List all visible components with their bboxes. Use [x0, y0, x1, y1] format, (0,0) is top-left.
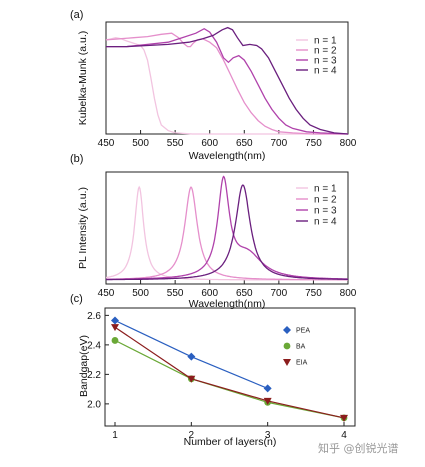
- panel-a-x-tick-label: 650: [236, 138, 253, 149]
- panel-b-legend-label: n = 4: [314, 217, 337, 228]
- panel-b-x-axis-label: Wavelength(nm): [189, 298, 266, 310]
- panel-a-series-line-n2: [105, 32, 348, 135]
- panel-label-c: (c): [70, 293, 83, 305]
- panel-c-point-eia: [263, 397, 272, 405]
- panel-c-point-eia: [340, 414, 348, 422]
- panel-b-legend-label: n = 1: [314, 184, 337, 195]
- panel-b-pl-chart: 450 500 550 600 650 700 750 800 n = 1n = 2n = 3…: [77, 171, 357, 310]
- panel-b-x-tick-label: 600: [201, 288, 218, 299]
- panel-c-y-axis-label: Bandgap(eV): [78, 335, 90, 397]
- panel-c-y-tick-label: 2.2: [87, 370, 101, 381]
- panel-c-series-line-eia: [114, 326, 345, 419]
- panel-a-x-tick-label: 700: [271, 138, 288, 149]
- panel-c-x-tick-label: 1: [112, 430, 118, 441]
- panel-a-x-tick-label: 550: [167, 138, 184, 149]
- panel-label-a: (a): [70, 9, 83, 21]
- panel-b-x-tick-label: 650: [236, 288, 253, 299]
- panel-b-x-tick-label: 800: [340, 288, 357, 299]
- panel-a-x-tick-label: 800: [340, 138, 357, 149]
- panel-c-bandgap-chart: 1 2 3 4 2.0 2.2 2.4 2.6 PEA BA EIA Bandgap(eV) Nu…: [78, 307, 356, 448]
- panel-a-y-axis-label: Kubelka-Munk (a.u.): [77, 31, 89, 126]
- panel-c-y-tick-label: 2.4: [87, 340, 101, 351]
- panel-b-series-line-n1: [105, 185, 348, 281]
- panel-b-series-line-n2: [106, 186, 348, 281]
- panel-b-series-line-n4: [106, 184, 348, 281]
- panel-c-legend-marker-eia: [283, 359, 291, 366]
- panel-b-legend-label: n = 3: [314, 206, 337, 217]
- panel-c-series-line-ba: [114, 339, 345, 419]
- panel-b-legend-label: n = 2: [314, 195, 337, 206]
- panel-b-x-tick-label: 450: [98, 288, 115, 299]
- panel-c-point-eia: [187, 375, 196, 383]
- panel-c-x-axis-label: Number of layers(n): [184, 436, 277, 448]
- panel-b-x-tick-label: 750: [305, 288, 322, 299]
- panel-a-frame: [105, 21, 349, 135]
- panel-c-point-pea: [111, 316, 119, 325]
- panel-a-legend-label: n = 4: [314, 66, 337, 77]
- panel-a-legend-label: n = 1: [314, 36, 337, 47]
- panel-b-x-tick-label: 500: [132, 288, 149, 299]
- panel-b-x-tick-label: 550: [167, 288, 184, 299]
- panel-a-x-tick-label: 600: [201, 138, 218, 149]
- panel-c-x-tick-label: 4: [341, 430, 347, 441]
- watermark-text: 知乎 @创锐光谱: [318, 441, 399, 455]
- panel-b-series-line-n3: [106, 175, 348, 280]
- panel-a-absorption-chart: 450 500 550 600 650 700 750 800 n = 1n = 2n = 3…: [77, 21, 357, 162]
- panel-c-frame: [104, 307, 356, 427]
- panel-a-x-axis-label: Wavelength(nm): [189, 150, 266, 162]
- panel-c-x-tick-label: 3: [265, 430, 271, 441]
- panel-a-x-tick-label: 500: [132, 138, 149, 149]
- panel-a-legend-label: n = 2: [314, 46, 337, 57]
- panel-c-point-eia: [111, 324, 119, 332]
- panel-c-legend-marker-pea: [283, 326, 291, 334]
- panel-b-y-axis-label: PL Intensity (a.u.): [77, 187, 89, 269]
- panel-c-legend-label: PEA: [296, 328, 310, 335]
- panel-b-frame: [105, 171, 349, 285]
- panel-label-b: (b): [70, 153, 83, 165]
- panel-c-point-pea: [263, 384, 272, 393]
- panel-a-x-tick-label: 450: [98, 138, 115, 149]
- panel-a-x-tick-label: 750: [305, 138, 322, 149]
- panel-a-legend-label: n = 3: [314, 56, 337, 67]
- panel-a-series-line-n1: [105, 37, 348, 135]
- panel-c-legend-marker-ba: [283, 342, 291, 350]
- panel-c-y-tick-label: 2.0: [87, 399, 101, 410]
- panel-a-series-line-n4: [106, 26, 349, 135]
- panel-c-point-ba: [111, 337, 119, 344]
- panel-c-legend-label: BA: [296, 344, 306, 351]
- panel-c-point-pea: [187, 352, 196, 361]
- panel-c-x-tick-label: 2: [189, 430, 195, 441]
- panel-b-x-tick-label: 700: [271, 288, 288, 299]
- panel-a-series-line-n3: [106, 27, 349, 135]
- panel-c-y-tick-label: 2.6: [87, 311, 101, 322]
- panel-c-legend-label: EIA: [296, 360, 308, 367]
